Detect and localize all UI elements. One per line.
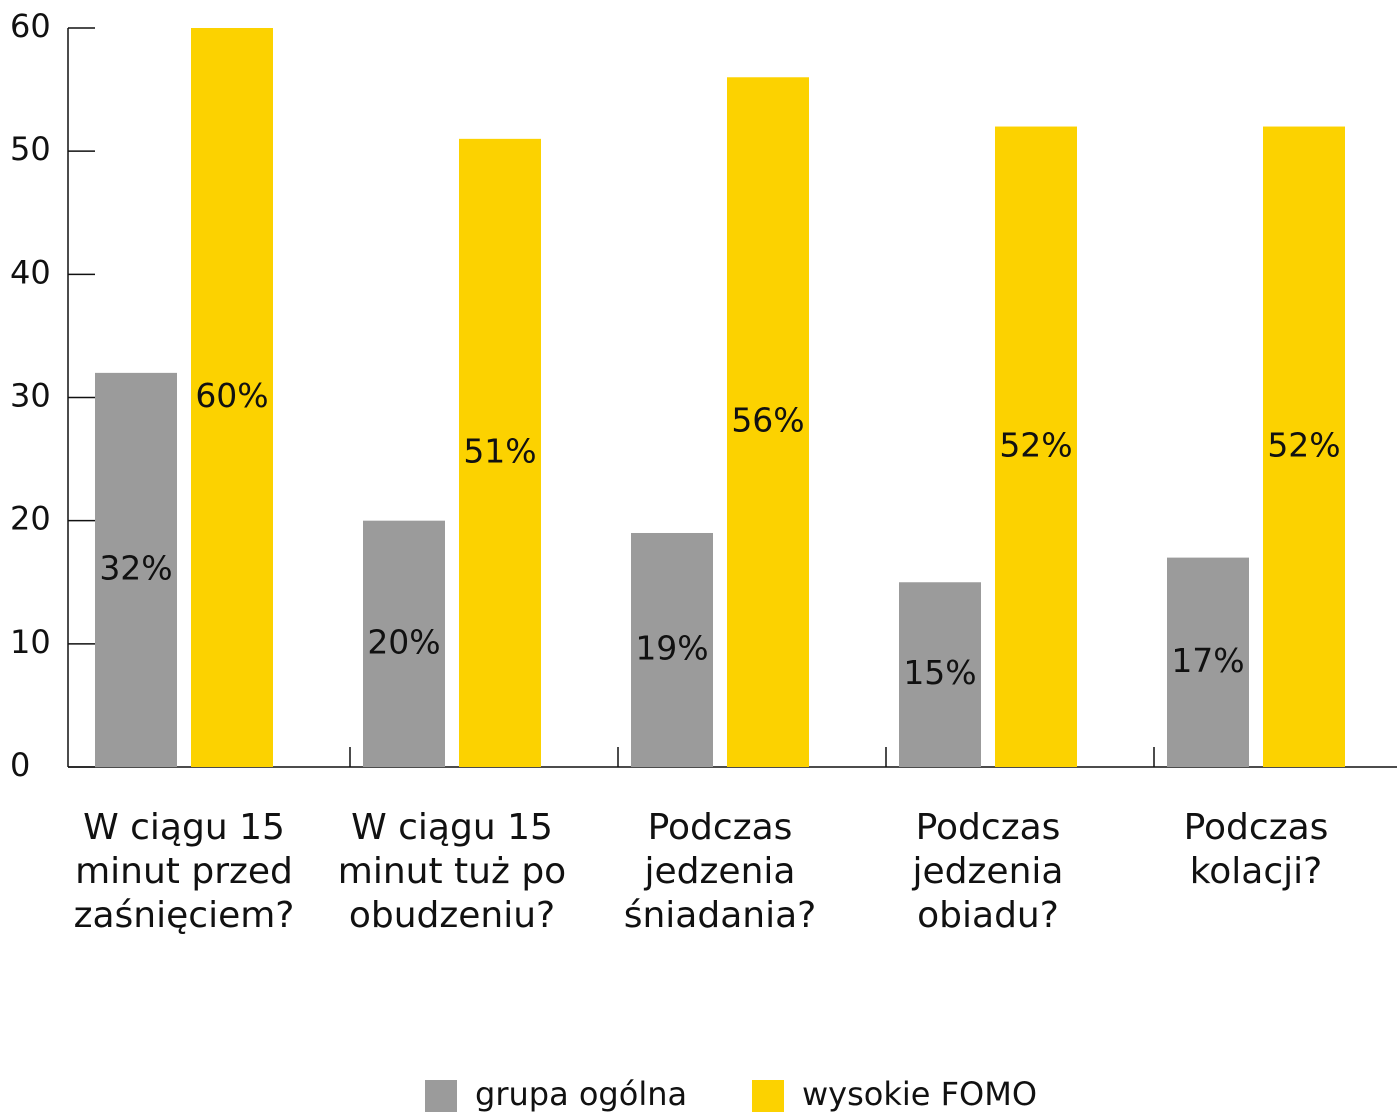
x-tick-label: Podczas jedzenia śniadania? bbox=[623, 807, 817, 936]
y-tick-label: 50 bbox=[10, 130, 51, 168]
bar bbox=[363, 520, 445, 767]
bar bbox=[1263, 126, 1345, 768]
y-tick-label: 0 bbox=[10, 746, 30, 784]
x-tick-label: W ciągu 15 minut przed zaśnięciem? bbox=[73, 807, 295, 936]
value-label: 52% bbox=[999, 425, 1072, 464]
legend-swatch bbox=[752, 1080, 784, 1112]
y-tick-label: 60 bbox=[10, 7, 51, 45]
bar bbox=[95, 372, 177, 767]
bar bbox=[995, 126, 1077, 768]
bar bbox=[727, 77, 809, 768]
value-label: 60% bbox=[195, 376, 268, 415]
value-label: 56% bbox=[731, 401, 804, 440]
value-label: 17% bbox=[1171, 641, 1244, 680]
x-tick-label: Podczas kolacji? bbox=[1183, 807, 1329, 892]
value-label: 52% bbox=[1267, 425, 1340, 464]
value-label: 20% bbox=[367, 622, 440, 661]
y-tick-label: 20 bbox=[10, 500, 51, 538]
bar bbox=[1167, 557, 1249, 767]
value-label: 51% bbox=[463, 431, 536, 470]
value-label: 32% bbox=[99, 548, 172, 587]
legend-label: grupa ogólna bbox=[475, 1075, 687, 1113]
value-label: 19% bbox=[635, 628, 708, 667]
y-tick-label: 40 bbox=[10, 253, 51, 291]
x-tick-label: W ciągu 15 minut tuż po obudzeniu? bbox=[337, 807, 567, 936]
value-label: 15% bbox=[903, 653, 976, 692]
bar bbox=[191, 28, 273, 767]
bar bbox=[899, 582, 981, 767]
legend-label: wysokie FOMO bbox=[802, 1075, 1037, 1113]
bar bbox=[631, 532, 713, 767]
y-tick-label: 10 bbox=[10, 623, 51, 661]
x-tick-label: Podczas jedzenia obiadu? bbox=[912, 807, 1064, 936]
legend-swatch bbox=[425, 1080, 457, 1112]
bar bbox=[459, 138, 541, 768]
y-tick-label: 30 bbox=[10, 377, 51, 415]
